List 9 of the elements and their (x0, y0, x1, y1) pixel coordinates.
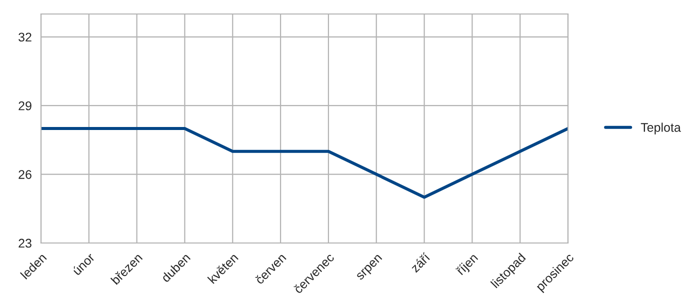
y-tick-label: 23 (18, 238, 32, 248)
y-tick-label: 32 (18, 32, 32, 42)
y-tick-label: 26 (18, 170, 32, 179)
x-tick-label: září (410, 252, 431, 273)
x-tick-label: únor (72, 252, 96, 276)
line-series (41, 126, 568, 199)
legend-label: Teplota (640, 122, 681, 134)
y-tick-label: 29 (18, 101, 32, 110)
x-tick-label: říjen (455, 252, 480, 278)
